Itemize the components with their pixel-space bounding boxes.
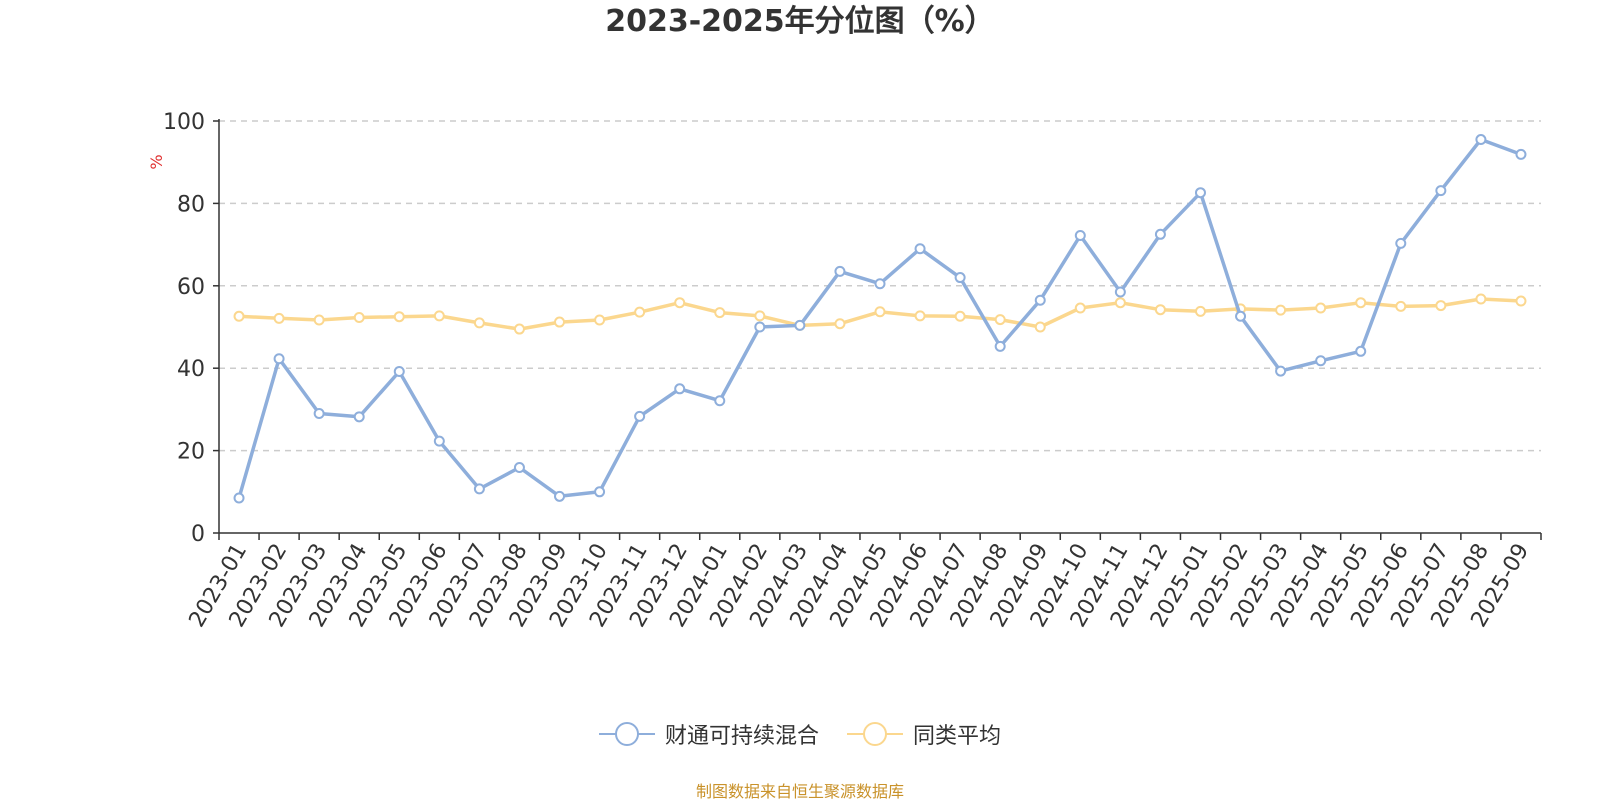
y-tick-label: 20 [177, 440, 205, 465]
data-point-peer-average [954, 310, 966, 322]
data-point-peer-average [1154, 304, 1166, 316]
data-point-fund [393, 365, 405, 377]
data-point-peer-average [994, 314, 1006, 326]
data-point-peer-average [433, 310, 445, 322]
data-point-fund [1235, 310, 1247, 322]
data-point-fund [1114, 286, 1126, 298]
data-point-peer-average [1475, 293, 1487, 305]
data-point-fund [1355, 345, 1367, 357]
y-tick-label: 40 [177, 357, 205, 382]
data-point-fund [1515, 148, 1527, 160]
data-point-fund [1475, 134, 1487, 146]
y-tick-label: 60 [177, 275, 205, 300]
data-point-fund [1275, 365, 1287, 377]
y-tick-label: 0 [191, 522, 205, 547]
data-point-peer-average [634, 306, 646, 318]
source-note: 制图数据来自恒生聚源数据库 [695, 782, 904, 801]
data-point-peer-average [1315, 302, 1327, 314]
data-point-peer-average [1395, 300, 1407, 312]
data-point-peer-average [393, 311, 405, 323]
data-point-fund [433, 435, 445, 447]
data-point-fund [473, 483, 485, 495]
data-point-fund [594, 486, 606, 498]
data-point-fund [1034, 294, 1046, 306]
data-point-peer-average [554, 316, 566, 328]
data-point-fund [1154, 228, 1166, 240]
data-point-fund [874, 278, 886, 290]
legend-label-fund: 财通可持续混合 [664, 724, 819, 749]
data-point-peer-average [594, 314, 606, 326]
data-point-fund [233, 492, 245, 504]
data-point-peer-average [674, 297, 686, 309]
data-point-peer-average [834, 318, 846, 330]
data-point-peer-average [914, 310, 926, 322]
data-point-peer-average [513, 323, 525, 335]
data-point-fund [1435, 185, 1447, 197]
data-point-peer-average [273, 312, 285, 324]
data-point-fund [273, 353, 285, 365]
data-point-fund [994, 340, 1006, 352]
data-point-fund [754, 321, 766, 333]
data-point-peer-average [1114, 297, 1126, 309]
legend-swatch-fund [598, 720, 655, 748]
legend: 财通可持续混合 同类平均 [0, 718, 1600, 750]
data-point-peer-average [1074, 302, 1086, 314]
data-point-peer-average [1275, 304, 1287, 316]
data-point-fund [834, 265, 846, 277]
legend-item-fund[interactable]: 财通可持续混合 [598, 718, 819, 750]
data-point-peer-average [1034, 321, 1046, 333]
legend-item-peer-average[interactable]: 同类平均 [847, 718, 1001, 750]
data-point-fund [914, 243, 926, 255]
data-point-fund [513, 461, 525, 473]
data-point-fund [353, 411, 365, 423]
data-point-peer-average [874, 306, 886, 318]
data-point-fund [714, 395, 726, 407]
data-point-fund [634, 410, 646, 422]
data-point-peer-average [1435, 300, 1447, 312]
data-point-fund [954, 272, 966, 284]
data-point-peer-average [233, 310, 245, 322]
data-point-peer-average [473, 317, 485, 329]
data-point-fund [313, 408, 325, 420]
data-point-peer-average [1355, 297, 1367, 309]
data-point-fund [1395, 237, 1407, 249]
data-point-fund [1194, 187, 1206, 199]
data-point-peer-average [353, 312, 365, 324]
legend-label-peer-average: 同类平均 [913, 724, 1002, 749]
data-point-peer-average [1515, 295, 1527, 307]
data-point-peer-average [1194, 305, 1206, 317]
data-point-fund [554, 490, 566, 502]
data-point-fund [794, 319, 806, 331]
chart-title: 2023-2025年分位图（%） [605, 4, 995, 39]
data-point-fund [1074, 230, 1086, 242]
series-line-fund [237, 137, 1523, 500]
data-point-peer-average [754, 310, 766, 322]
y-tick-label: 80 [177, 192, 205, 217]
y-tick-label: 100 [163, 110, 205, 135]
y-axis-label: % [147, 154, 166, 169]
data-point-peer-average [313, 314, 325, 326]
data-point-fund [1315, 355, 1327, 367]
data-point-fund [674, 383, 686, 395]
legend-swatch-peer-average [847, 720, 903, 748]
data-point-peer-average [714, 307, 726, 319]
